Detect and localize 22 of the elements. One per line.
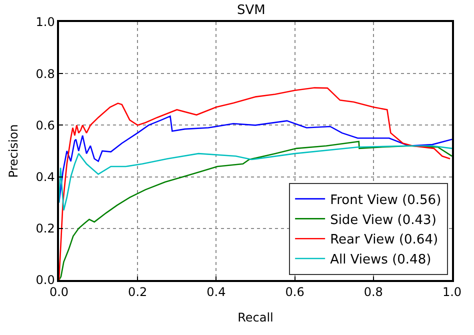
y-tick-label: 0.2: [36, 222, 55, 236]
x-tick-label: 0.2: [128, 285, 148, 300]
chart-title: SVM: [237, 3, 266, 18]
y-tick-label: 0.6: [36, 118, 55, 132]
legend-label: Side View (0.43): [330, 212, 436, 228]
x-tick-label: 1.0: [442, 285, 462, 300]
legend-label: Rear View (0.64): [330, 232, 438, 248]
y-tick-label: 0.4: [36, 170, 55, 184]
line-series: [59, 87, 451, 280]
x-tick-label: 0.6: [285, 285, 304, 300]
x-tick-label: 0.0: [49, 285, 69, 300]
x-tick-label: 0.8: [364, 285, 383, 300]
y-tick-label: 0.0: [36, 273, 55, 288]
y-axis-title: Precision: [6, 124, 21, 178]
line-series: [59, 145, 452, 211]
x-tick-label: 0.4: [206, 285, 226, 300]
legend-label: Front View (0.56): [330, 192, 442, 208]
x-axis-title: Recall: [238, 310, 274, 325]
y-tick-label: 0.8: [36, 66, 55, 81]
line-series: [59, 140, 452, 280]
legend-label: All Views (0.48): [330, 252, 432, 268]
y-tick-label: 1.0: [36, 15, 55, 30]
